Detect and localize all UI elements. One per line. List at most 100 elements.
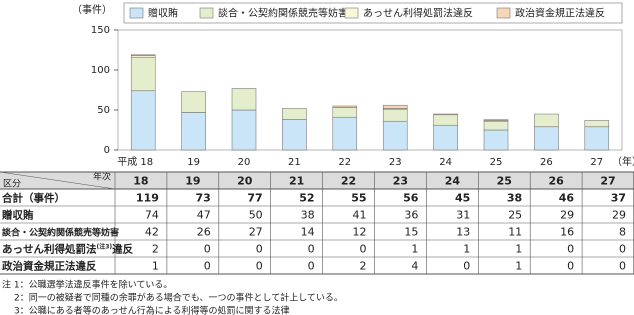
bar-segment [231, 88, 257, 111]
row-label-suffix: 違反 [112, 243, 133, 256]
note: 3：公職にある者等のあっせん行為による利得等の処罰に関する法律 [14, 305, 289, 315]
bar-segment [584, 120, 610, 128]
column-header: 19 [185, 175, 200, 188]
bar-segment [181, 91, 206, 113]
table-cell: 45 [455, 192, 470, 205]
table-cell: 73 [195, 192, 210, 205]
table-cell: 0 [567, 260, 574, 273]
column-header: 27 [600, 175, 615, 188]
bar-segment [332, 116, 358, 151]
table-cell: 1 [515, 260, 522, 273]
column-header: 25 [497, 175, 512, 188]
table-cell: 1 [515, 243, 522, 256]
table-cell: 1 [152, 260, 159, 273]
column-header: 22 [341, 175, 356, 188]
table-cell: 52 [299, 192, 314, 205]
bar-segment [181, 112, 206, 151]
row-label-text: 談合・公契約関係競売等妨害 [2, 226, 119, 238]
table-cell: 15 [404, 226, 418, 239]
row-label-text: あっせん利得処罰法 [2, 243, 97, 256]
table-cell: 42 [145, 226, 159, 239]
column-header: 23 [393, 175, 408, 188]
table-cell: 0 [567, 243, 574, 256]
table-cell: 36 [404, 209, 418, 222]
table-cell: 0 [204, 243, 211, 256]
legend-swatch [496, 7, 511, 19]
table-cell: 27 [249, 226, 263, 239]
x-tick-label: 27 [590, 157, 603, 168]
bar-segment [130, 56, 156, 92]
table-cell: 119 [136, 192, 159, 205]
table-cell: 0 [360, 243, 367, 256]
legend-swatch [344, 7, 359, 19]
bar-segment [130, 54, 156, 56]
legend-label: あっせん利得処罰法違反 [363, 7, 473, 20]
legend-swatch [199, 7, 214, 19]
bar-segment [382, 120, 408, 151]
table-cell: 0 [308, 243, 315, 256]
x-tick-label: 24 [439, 157, 452, 168]
bar-segment [534, 113, 559, 128]
table-cell: 13 [456, 226, 470, 239]
table-cell: 1 [463, 243, 470, 256]
y-unit: （事件） [72, 3, 112, 16]
table-cell: 0 [204, 260, 211, 273]
table-cell: 29 [560, 209, 574, 222]
table-cell: 16 [560, 226, 574, 239]
x-tick-label: 20 [238, 157, 251, 168]
bar-segment [382, 104, 408, 109]
row-label: 合計（事件） [1, 192, 65, 205]
note: 注 1：公職選挙法違反事件を除いている。 [2, 279, 172, 291]
table-cell: 38 [507, 192, 522, 205]
bar-segment [433, 113, 458, 116]
x-tick-label: 平成 18 [117, 156, 153, 168]
table-cell: 2 [360, 260, 367, 273]
plot-frame [117, 29, 623, 151]
bar-segment [332, 107, 358, 118]
bar-segment [584, 126, 610, 151]
table-cell: 26 [197, 226, 211, 239]
row-label-text: 贈収賄 [2, 209, 34, 222]
row-label-text: 合計（事件） [1, 192, 65, 205]
table-cell: 38 [301, 209, 315, 222]
x-tick-label: 26 [540, 157, 553, 168]
table-cell: 29 [612, 209, 626, 222]
table-cell: 0 [463, 260, 470, 273]
row-label: 政治資金規正法違反 [2, 260, 97, 273]
y-tick-label: 100 [91, 65, 110, 76]
bar-segment [282, 108, 307, 120]
row-label-note: (注3) [97, 242, 113, 250]
bar-segment [483, 129, 509, 151]
x-tick-label: 25 [490, 157, 503, 168]
x-tick-label: 19 [187, 157, 200, 168]
y-tick-label: 50 [97, 105, 110, 116]
table-cell: 0 [256, 243, 263, 256]
y-tick-label: 150 [91, 25, 110, 36]
row-label: あっせん利得処罰法(注3)違反 [2, 242, 134, 256]
row-label: 談合・公契約関係競売等妨害 [2, 226, 119, 238]
table-cell: 25 [508, 209, 522, 222]
bar-segment [483, 119, 509, 121]
table-cell: 2 [152, 243, 159, 256]
corner-bottom: 区分 [3, 179, 21, 190]
table-cell: 31 [456, 209, 470, 222]
table-cell: 1 [411, 243, 418, 256]
row-label: 贈収賄 [2, 209, 34, 222]
x-tick-label: 22 [338, 157, 351, 168]
table-cell: 50 [249, 209, 263, 222]
table-cell: 74 [145, 209, 159, 222]
column-header: 20 [237, 175, 253, 188]
column-header: 26 [548, 175, 564, 188]
row-label-text: 政治資金規正法違反 [2, 260, 97, 273]
table-cell: 0 [308, 260, 315, 273]
corner-diagonal [0, 171, 116, 190]
table-cell: 12 [353, 226, 367, 239]
bar-segment [332, 105, 358, 108]
legend-label: 談合・公契約関係競売等妨害 [218, 7, 348, 20]
bar-segment [130, 90, 156, 151]
table-cell: 41 [353, 209, 367, 222]
table-cell: 0 [256, 260, 263, 273]
bar-segment [433, 114, 458, 126]
table-cell: 55 [351, 192, 366, 205]
column-header: 18 [133, 175, 148, 188]
